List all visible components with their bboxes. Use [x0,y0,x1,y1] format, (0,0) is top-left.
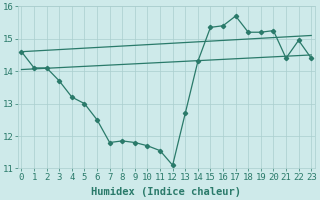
X-axis label: Humidex (Indice chaleur): Humidex (Indice chaleur) [91,187,241,197]
